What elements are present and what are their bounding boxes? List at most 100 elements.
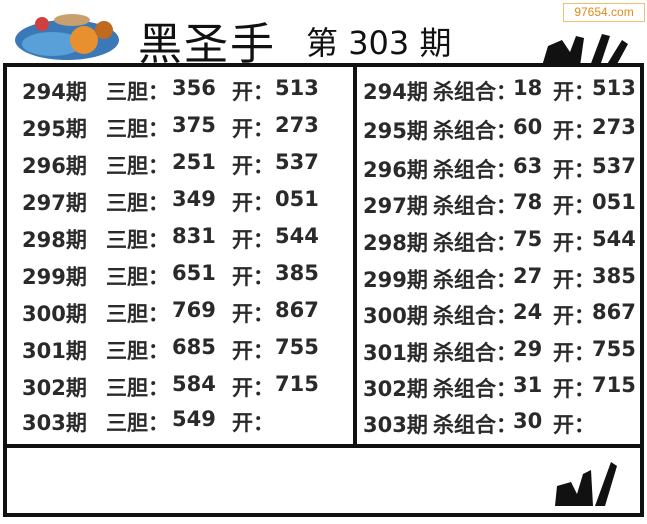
issue-suffix: 期 [419, 24, 452, 62]
row-period: 297期 [22, 191, 87, 215]
row-period: 303期 [363, 413, 428, 437]
row-result: 544 [592, 227, 636, 251]
row-label: 三胆： [106, 302, 169, 326]
table-frame [3, 63, 644, 517]
row-result: 385 [275, 261, 319, 285]
row-period: 295期 [22, 117, 87, 141]
row-period: 300期 [363, 304, 428, 328]
ok-hand-icon [542, 34, 628, 66]
row-result: 273 [592, 115, 636, 139]
row-value: 375 [172, 113, 216, 137]
row-open-label: 开： [553, 231, 595, 255]
row-value: 78 [513, 190, 543, 214]
row-result: 513 [275, 76, 319, 100]
row-open-label: 开： [232, 376, 274, 400]
row-label: 三胆： [106, 265, 169, 289]
row-value: 31 [513, 373, 543, 397]
row-open-label: 开： [553, 377, 595, 401]
row-label: 杀组合： [433, 377, 517, 401]
row-value: 251 [172, 150, 216, 174]
row-label: 杀组合： [433, 119, 517, 143]
row-open-label: 开： [553, 80, 595, 104]
row-value: 584 [172, 372, 216, 396]
row-result: 867 [592, 300, 636, 324]
row-period: 300期 [22, 302, 87, 326]
row-label: 杀组合： [433, 80, 517, 104]
row-value: 356 [172, 76, 216, 100]
page-title: 黑圣手 [138, 19, 276, 70]
cartoon-logo [15, 14, 119, 60]
row-open-label: 开： [232, 154, 274, 178]
row-period: 301期 [363, 341, 428, 365]
row-open-label: 开： [232, 228, 274, 252]
row-label: 杀组合： [433, 304, 517, 328]
row-label: 三胆： [106, 228, 169, 252]
row-open-label: 开： [232, 411, 274, 435]
row-period: 299期 [22, 265, 87, 289]
row-result: 513 [592, 76, 636, 100]
row-label: 三胆： [106, 154, 169, 178]
row-label: 三胆： [106, 191, 169, 215]
row-value: 349 [172, 187, 216, 211]
row-result: 544 [275, 224, 319, 248]
row-result: 755 [592, 337, 636, 361]
row-value: 30 [513, 409, 543, 433]
row-result: 051 [592, 190, 636, 214]
column-divider [353, 63, 357, 448]
row-value: 63 [513, 154, 543, 178]
row-period: 301期 [22, 339, 87, 363]
row-period: 302期 [363, 377, 428, 401]
row-period: 299期 [363, 268, 428, 292]
row-period: 294期 [363, 80, 428, 104]
row-open-label: 开： [232, 265, 274, 289]
row-value: 60 [513, 115, 543, 139]
row-value: 29 [513, 337, 543, 361]
row-label: 杀组合： [433, 413, 517, 437]
row-result: 273 [275, 113, 319, 137]
row-open-label: 开： [553, 413, 595, 437]
row-open-label: 开： [553, 194, 595, 218]
row-period: 303期 [22, 411, 87, 435]
issue-prefix: 第 [306, 24, 339, 62]
row-open-label: 开： [553, 158, 595, 182]
row-result: 537 [275, 150, 319, 174]
row-open-label: 开： [232, 191, 274, 215]
row-open-label: 开： [553, 304, 595, 328]
row-value: 549 [172, 407, 216, 431]
row-result: 051 [275, 187, 319, 211]
row-open-label: 开： [232, 302, 274, 326]
row-label: 杀组合： [433, 341, 517, 365]
row-label: 三胆： [106, 80, 169, 104]
row-period: 296期 [363, 158, 428, 182]
row-result: 715 [275, 372, 319, 396]
row-value: 24 [513, 300, 543, 324]
row-open-label: 开： [232, 339, 274, 363]
row-period: 294期 [22, 80, 87, 104]
row-value: 75 [513, 227, 543, 251]
ok-hand-icon [555, 462, 617, 506]
row-open-label: 开： [553, 119, 595, 143]
row-period: 298期 [363, 231, 428, 255]
row-open-label: 开： [553, 268, 595, 292]
row-label: 三胆： [106, 117, 169, 141]
row-label: 三胆： [106, 339, 169, 363]
row-label: 杀组合： [433, 194, 517, 218]
row-label: 杀组合： [433, 158, 517, 182]
row-value: 831 [172, 224, 216, 248]
row-value: 27 [513, 264, 543, 288]
row-result: 715 [592, 373, 636, 397]
bottom-divider [3, 444, 644, 448]
row-label: 杀组合： [433, 231, 517, 255]
row-period: 298期 [22, 228, 87, 252]
row-open-label: 开： [553, 341, 595, 365]
row-period: 295期 [363, 119, 428, 143]
row-period: 302期 [22, 376, 87, 400]
row-value: 685 [172, 335, 216, 359]
watermark: 97654.com [563, 3, 645, 22]
row-result: 385 [592, 264, 636, 288]
row-open-label: 开： [232, 80, 274, 104]
row-period: 296期 [22, 154, 87, 178]
issue-number: 第 303 期 [306, 18, 451, 64]
row-value: 769 [172, 298, 216, 322]
row-label: 杀组合： [433, 268, 517, 292]
